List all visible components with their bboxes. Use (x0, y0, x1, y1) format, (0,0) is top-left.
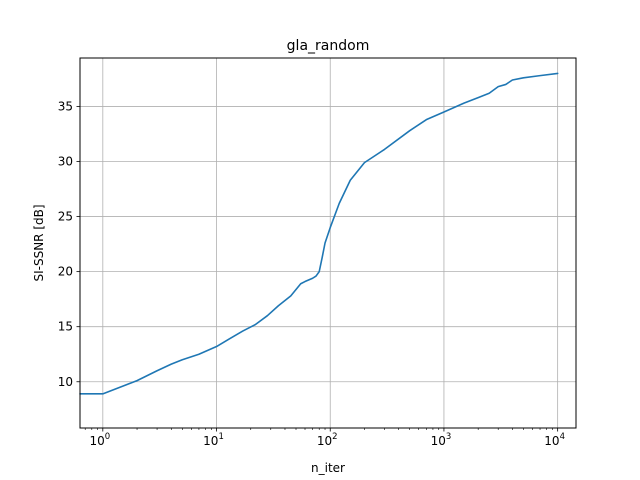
x-tick-label: 102 (317, 432, 338, 448)
x-tick-label: 101 (203, 432, 224, 448)
x-tick-label: 103 (431, 432, 452, 448)
series-group (79, 72, 559, 395)
y-tick-label: 25 (58, 210, 73, 224)
tick-group: 100 101 102 103 104 10 15 20 25 30 35 (58, 99, 565, 448)
plot-frame (79, 57, 577, 429)
y-tick-label: 15 (58, 320, 73, 334)
x-axis-label: n_iter (311, 461, 345, 475)
x-tick-label: 100 (89, 432, 110, 448)
y-tick-label: 30 (58, 155, 73, 169)
series-line (79, 72, 559, 395)
y-tick-label: 35 (58, 99, 73, 113)
y-tick-label: 10 (58, 375, 73, 389)
y-tick-label: 20 (58, 265, 73, 279)
chart-title: gla_random (287, 38, 370, 54)
x-tick-label: 104 (544, 432, 565, 448)
grid-lines (80, 58, 576, 428)
y-axis-label: SI-SSNR [dB] (32, 204, 46, 281)
